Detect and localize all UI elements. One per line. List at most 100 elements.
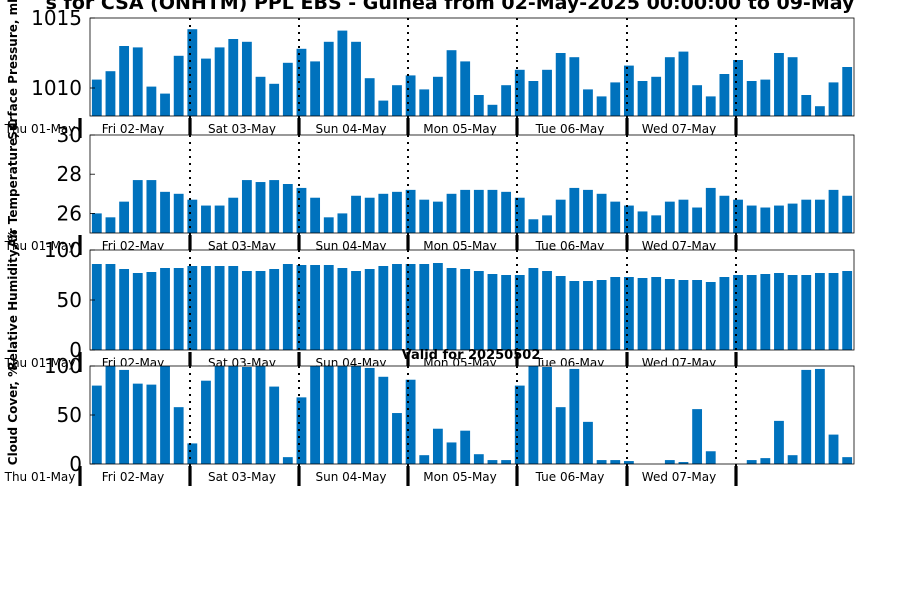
bar bbox=[569, 57, 580, 116]
bar bbox=[146, 86, 157, 116]
bar bbox=[173, 193, 184, 233]
bar bbox=[664, 460, 675, 464]
chart-title: s for CSA (ONHTM) PPL EBS - Guinea from … bbox=[46, 0, 855, 14]
bar bbox=[460, 61, 471, 116]
bar bbox=[692, 85, 703, 116]
bar bbox=[132, 383, 143, 464]
bar bbox=[160, 191, 170, 233]
y-axis-label: Surface Pressure, mb bbox=[6, 0, 20, 140]
bar bbox=[746, 81, 757, 116]
bar bbox=[119, 269, 130, 350]
bar bbox=[241, 180, 252, 233]
bar bbox=[473, 454, 484, 464]
bar bbox=[241, 41, 252, 116]
bar bbox=[678, 462, 689, 464]
bar bbox=[405, 75, 416, 116]
bar bbox=[814, 106, 825, 116]
bar bbox=[664, 57, 675, 116]
bar bbox=[364, 367, 375, 464]
x-tick-label: Sun 04-May bbox=[315, 122, 386, 136]
bar bbox=[596, 96, 607, 116]
bar bbox=[269, 386, 280, 464]
bar bbox=[664, 201, 675, 233]
bar bbox=[228, 266, 239, 350]
bar bbox=[637, 278, 648, 350]
bar bbox=[378, 193, 389, 233]
bar bbox=[583, 421, 593, 464]
bar bbox=[460, 189, 471, 233]
bar bbox=[187, 199, 198, 233]
bar bbox=[760, 79, 771, 116]
bar bbox=[419, 455, 430, 464]
bar bbox=[842, 271, 853, 350]
bar bbox=[828, 434, 839, 464]
bar bbox=[201, 380, 211, 464]
bar bbox=[146, 180, 157, 233]
x-tick-label: Wed 07-May bbox=[642, 239, 716, 253]
bar bbox=[351, 271, 361, 350]
x-tick-label: Mon 05-May bbox=[423, 470, 497, 484]
bar bbox=[542, 366, 552, 464]
bar bbox=[760, 274, 771, 350]
bar bbox=[282, 264, 293, 350]
bar bbox=[623, 461, 634, 464]
bar bbox=[282, 62, 293, 116]
bar bbox=[473, 189, 484, 233]
bar bbox=[719, 277, 730, 350]
bar bbox=[801, 369, 812, 464]
bar bbox=[528, 268, 539, 350]
bar bbox=[801, 199, 812, 233]
bar bbox=[774, 420, 784, 464]
bar bbox=[596, 460, 607, 464]
bar bbox=[787, 203, 798, 233]
bar bbox=[569, 368, 580, 464]
bar bbox=[255, 182, 266, 233]
bar bbox=[392, 85, 402, 116]
x-tick-label: Sat 03-May bbox=[208, 239, 276, 253]
bar bbox=[105, 264, 116, 350]
bar bbox=[569, 187, 580, 233]
y-tick-label: 50 bbox=[57, 403, 82, 427]
bar bbox=[583, 189, 593, 233]
bar bbox=[364, 197, 375, 233]
bar bbox=[623, 205, 634, 233]
bar bbox=[678, 51, 689, 116]
bar bbox=[746, 205, 757, 233]
bar bbox=[514, 385, 525, 464]
bar bbox=[351, 41, 361, 116]
bar bbox=[160, 93, 170, 116]
bar bbox=[323, 217, 334, 233]
y-tick-label: 1010 bbox=[31, 76, 82, 100]
y-tick-label: 30 bbox=[57, 123, 82, 147]
bar bbox=[705, 282, 716, 350]
bar bbox=[828, 189, 839, 233]
y-axis-label: Relative Humidity, % bbox=[6, 230, 20, 371]
x-tick-label: Sat 03-May bbox=[208, 122, 276, 136]
x-tick-label: Tue 06-May bbox=[535, 239, 605, 253]
bar bbox=[282, 184, 293, 233]
bar bbox=[733, 199, 743, 233]
bar bbox=[228, 197, 239, 233]
bar bbox=[269, 269, 280, 350]
bar bbox=[296, 48, 307, 116]
bar bbox=[842, 195, 853, 233]
bar bbox=[746, 460, 757, 464]
bar bbox=[610, 201, 621, 233]
bar bbox=[351, 366, 361, 464]
bar bbox=[255, 76, 266, 116]
y-tick-label: 1015 bbox=[31, 6, 82, 30]
bar bbox=[337, 268, 348, 350]
bar bbox=[364, 269, 375, 350]
bar bbox=[173, 268, 184, 350]
y-tick-label: 100 bbox=[44, 238, 82, 262]
bar bbox=[555, 53, 566, 116]
bar bbox=[310, 197, 321, 233]
panel-1: 1010 1015 Thu 01-May Fri 02-May Sat 03-May Su… bbox=[4, 0, 855, 140]
bar bbox=[460, 269, 471, 350]
bar bbox=[610, 82, 621, 116]
bar bbox=[405, 189, 416, 233]
x-tick-label: Mon 05-May bbox=[423, 122, 497, 136]
bar bbox=[323, 265, 334, 350]
bar bbox=[842, 457, 853, 464]
